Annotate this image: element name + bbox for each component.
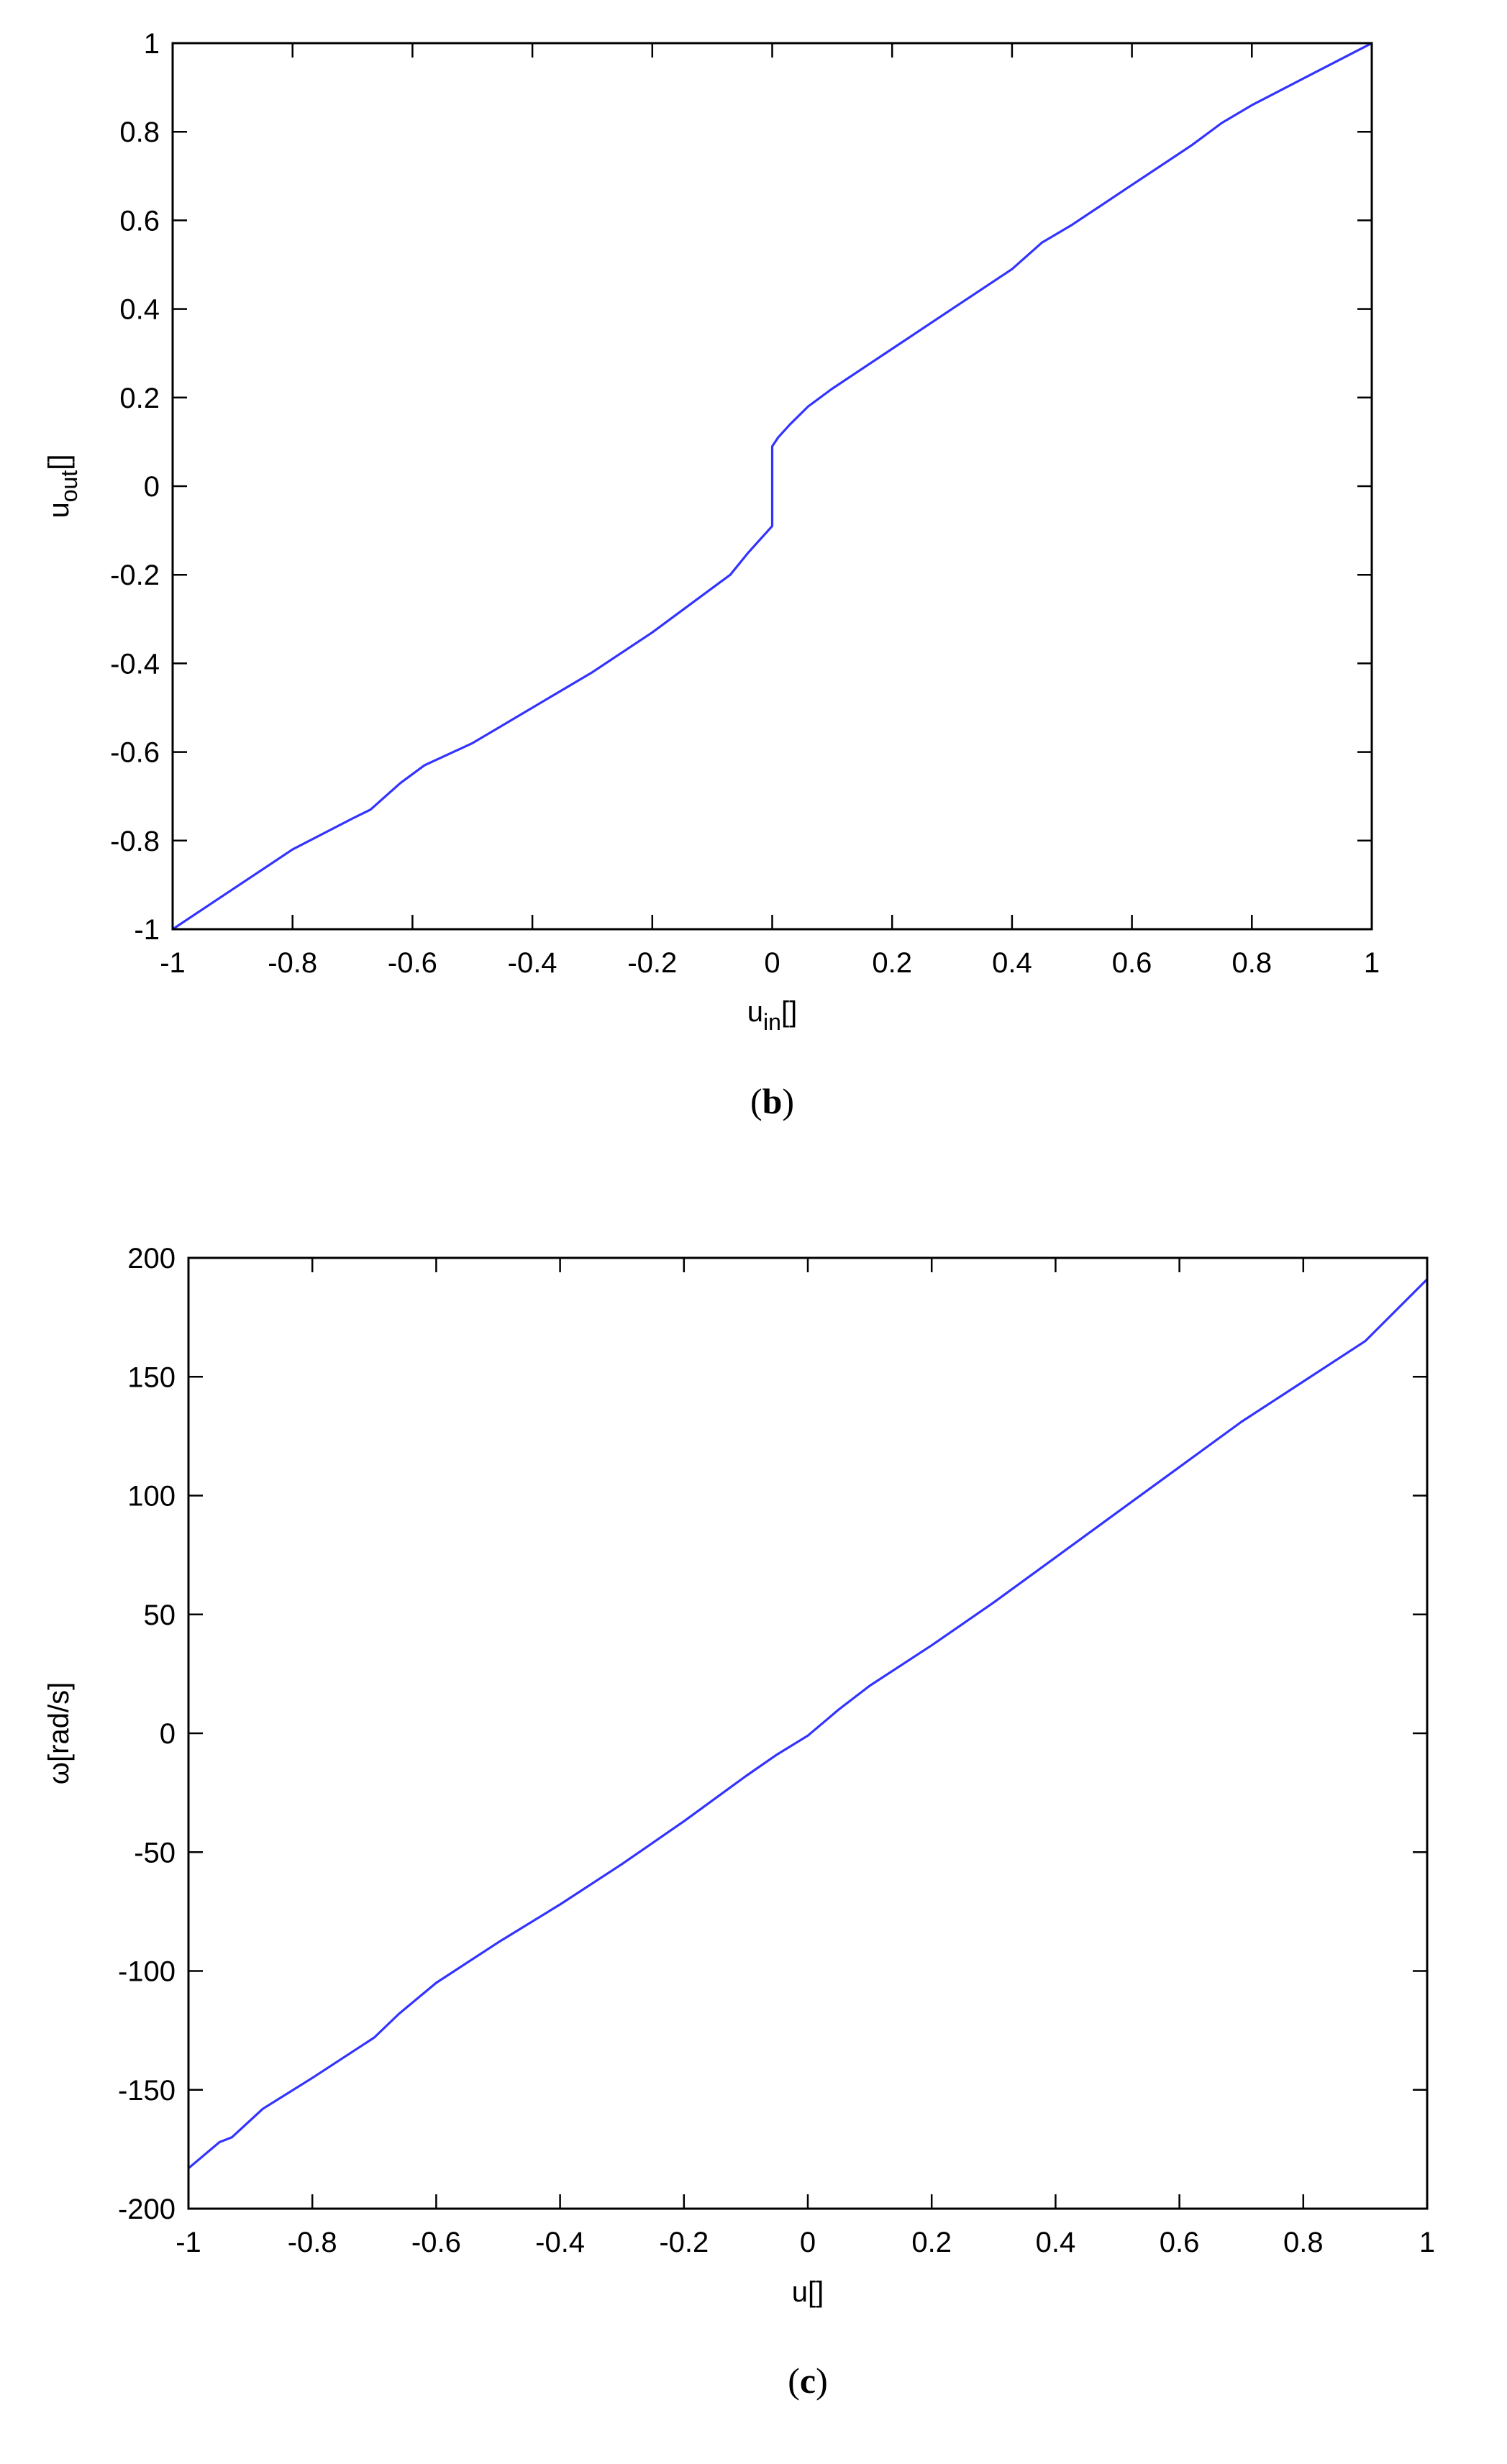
- y-tick-label: 1: [144, 28, 160, 60]
- x-tick-label: 0.8: [1231, 947, 1272, 979]
- x-tick-label: -1: [176, 2227, 201, 2258]
- x-axis-label: u[]: [792, 2276, 824, 2308]
- y-tick-label: -200: [118, 2194, 176, 2225]
- y-tick-label: 200: [127, 1243, 176, 1274]
- y-tick-label: -100: [118, 1956, 176, 1988]
- figure-caption: (b): [750, 1081, 794, 1121]
- x-tick-label: 0.4: [1036, 2227, 1076, 2258]
- y-axis-label: ω[rad/s]: [43, 1682, 75, 1784]
- y-tick-label: 0.2: [119, 383, 160, 414]
- x-tick-label: -0.2: [627, 947, 677, 979]
- x-tick-label: -0.4: [508, 947, 557, 979]
- x-tick-label: -0.2: [659, 2227, 709, 2258]
- x-tick-label: -0.6: [388, 947, 437, 979]
- series-line: [187, 1278, 1429, 2170]
- y-tick-label: 0: [144, 471, 160, 503]
- series-line: [172, 42, 1372, 931]
- y-tick-label: 100: [127, 1481, 176, 1512]
- x-tick-label: 0.6: [1112, 947, 1152, 979]
- y-tick-label: -0.2: [110, 560, 160, 591]
- x-tick-label: 0: [800, 2227, 816, 2258]
- x-tick-label: 1: [1419, 2227, 1435, 2258]
- figure-caption: (c): [788, 2360, 828, 2401]
- x-tick-label: 0.8: [1283, 2227, 1324, 2258]
- x-tick-label: 0.2: [911, 2227, 952, 2258]
- plot-frame: [187, 1256, 1429, 2210]
- y-tick-label: -0.8: [110, 826, 160, 857]
- y-tick-label: 50: [144, 1600, 176, 1631]
- y-tick-label: 0.4: [119, 294, 160, 326]
- x-tick-label: -1: [160, 947, 186, 979]
- chart-c: -1 -0.8 -0.6 -0.4 -0.2 0 0.2 0.4 0.6 0.8 1 -200 -150…: [43, 1243, 1435, 2401]
- y-tick-label: -150: [118, 2075, 176, 2107]
- y-tick-label: 0.8: [119, 117, 160, 148]
- x-tick-label: -0.4: [535, 2227, 585, 2258]
- y-tick-label: -0.6: [110, 737, 160, 769]
- y-tick-label: -0.4: [110, 648, 160, 680]
- x-tick-label: 0.4: [992, 947, 1032, 979]
- chart-b: -1 -0.8 -0.6 -0.4 -0.2 0 0.2 0.4 0.6 0.8 1 -1 -0.8 -0…: [43, 28, 1380, 1121]
- x-tick-label: -0.8: [288, 2227, 337, 2258]
- x-tick-label: 0.2: [872, 947, 912, 979]
- y-tick-label: 0.6: [119, 205, 160, 237]
- y-tick-label: 0: [160, 1718, 176, 1750]
- x-tick-label: 0.6: [1160, 2227, 1200, 2258]
- x-tick-label: 0: [764, 947, 780, 979]
- x-tick-label: -0.8: [268, 947, 317, 979]
- x-tick-label: 1: [1364, 947, 1380, 979]
- y-tick-label: -1: [134, 914, 160, 946]
- y-tick-label: 150: [127, 1361, 176, 1393]
- x-axis-label: uin[]: [747, 996, 797, 1035]
- y-axis-label: uout[]: [43, 455, 82, 519]
- x-tick-label: -0.6: [411, 2227, 461, 2258]
- y-tick-label: -50: [134, 1837, 176, 1868]
